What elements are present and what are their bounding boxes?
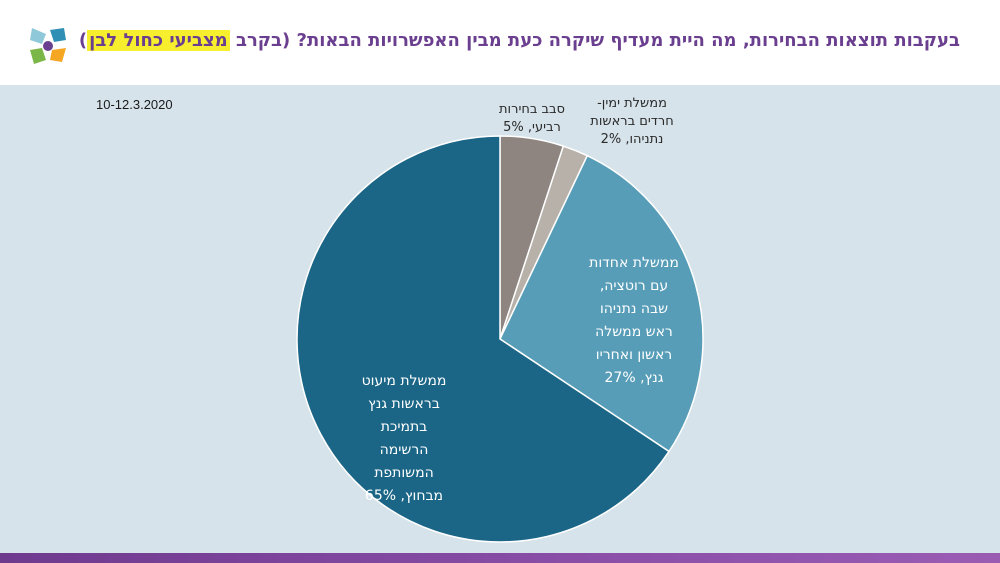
bottom-bar	[0, 553, 1000, 563]
logo-icon	[30, 28, 66, 64]
pie-label-3: ממשלת אחדות עם רוטציה, שבה נתניהו ראש ממשלה…	[589, 255, 679, 386]
pie-label-1: סבב בחירות רביעי, 5%	[499, 102, 565, 135]
pie-slice-4	[296, 135, 671, 543]
pie-label-4: ממשלת מיעוט בראשות גנץ בתמיכת הרשימה המשותפת…	[362, 373, 447, 504]
pie-chart: סבב בחירות רביעי, 5% ממשלת ימין-חרדים בראש…	[296, 96, 704, 543]
chart-area: 10-12.3.2020 סבב בחירות רביעי, 5% ממשלת ימ…	[0, 85, 1000, 553]
header: בעקבות תוצאות הבחירות, מה היית מעדיף שיק…	[0, 0, 1000, 85]
pie-label-2: ממשלת ימין-חרדים בראשות נתניהו, 2%	[590, 96, 673, 147]
pie-slice-3	[499, 154, 704, 453]
page-title: בעקבות תוצאות הבחירות, מה היית מעדיף שיק…	[78, 30, 960, 51]
title-highlight: מצביעי כחול לבן	[87, 30, 230, 51]
survey-date: 10-12.3.2020	[96, 97, 173, 112]
